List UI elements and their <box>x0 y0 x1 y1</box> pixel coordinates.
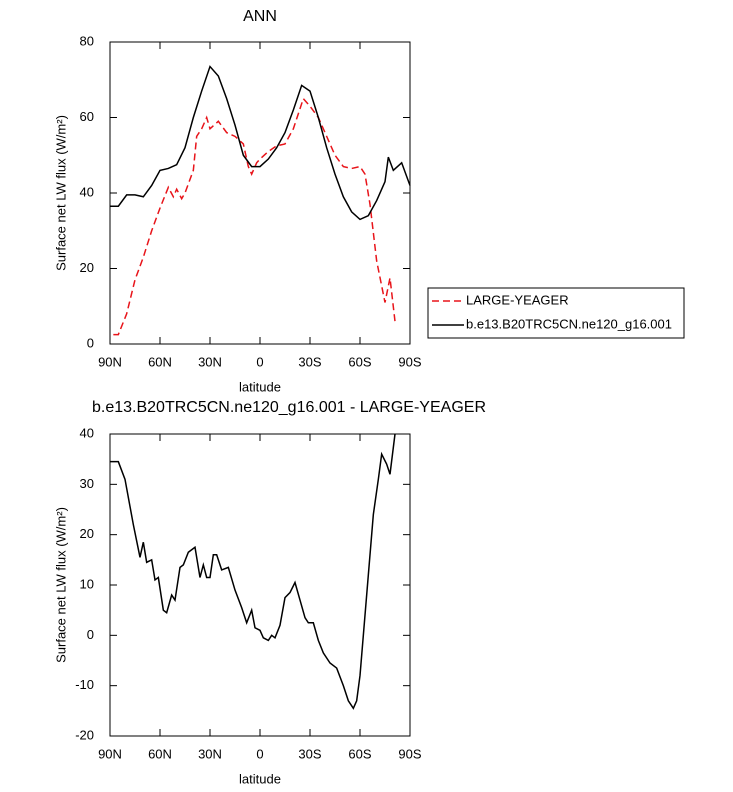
y-tick-label: -10 <box>75 677 94 692</box>
x-tick-label: 30S <box>298 354 321 369</box>
y-tick-label: 10 <box>80 576 94 591</box>
plot-frame <box>109 41 411 345</box>
x-tick-label: 30N <box>198 354 222 369</box>
x-axis-label: latitude <box>239 379 281 394</box>
x-axis-label: latitude <box>239 771 281 786</box>
x-tick-label: 30N <box>198 746 222 761</box>
y-tick-label: -20 <box>75 727 94 742</box>
y-tick-label: 0 <box>87 627 94 642</box>
y-tick-label: 20 <box>80 526 94 541</box>
x-tick-label: 90S <box>398 746 421 761</box>
y-tick-label: 20 <box>80 260 94 275</box>
legend-label: b.e13.B20TRC5CN.ne120_g16.001 <box>466 316 672 331</box>
chart-title: ANN <box>243 8 277 25</box>
plot-frame <box>109 433 411 737</box>
x-tick-label: 0 <box>256 746 263 761</box>
legend-box <box>427 287 685 339</box>
y-tick-label: 30 <box>80 476 94 491</box>
y-tick-label: 60 <box>80 109 94 124</box>
x-tick-label: 60N <box>148 354 172 369</box>
chart-title: b.e13.B20TRC5CN.ne120_g16.001 - LARGE-YE… <box>92 399 486 416</box>
x-tick-label: 30S <box>298 746 321 761</box>
x-tick-label: 60S <box>348 746 371 761</box>
x-tick-label: 60S <box>348 354 371 369</box>
y-tick-label: 80 <box>80 33 94 48</box>
y-tick-label: 40 <box>80 425 94 440</box>
x-tick-label: 90N <box>98 746 122 761</box>
x-tick-label: 0 <box>256 354 263 369</box>
x-tick-label: 60N <box>148 746 172 761</box>
data-line <box>110 433 396 710</box>
x-tick-label: 90S <box>398 354 421 369</box>
y-tick-label: 0 <box>87 335 94 350</box>
y-axis-label: Surface net LW flux (W/m²) <box>53 507 68 663</box>
data-line <box>113 97 396 336</box>
y-tick-label: 40 <box>80 184 94 199</box>
x-tick-label: 90N <box>98 354 122 369</box>
data-line <box>110 65 411 221</box>
legend-label: LARGE-YEAGER <box>466 292 569 307</box>
y-axis-label: Surface net LW flux (W/m²) <box>53 115 68 271</box>
